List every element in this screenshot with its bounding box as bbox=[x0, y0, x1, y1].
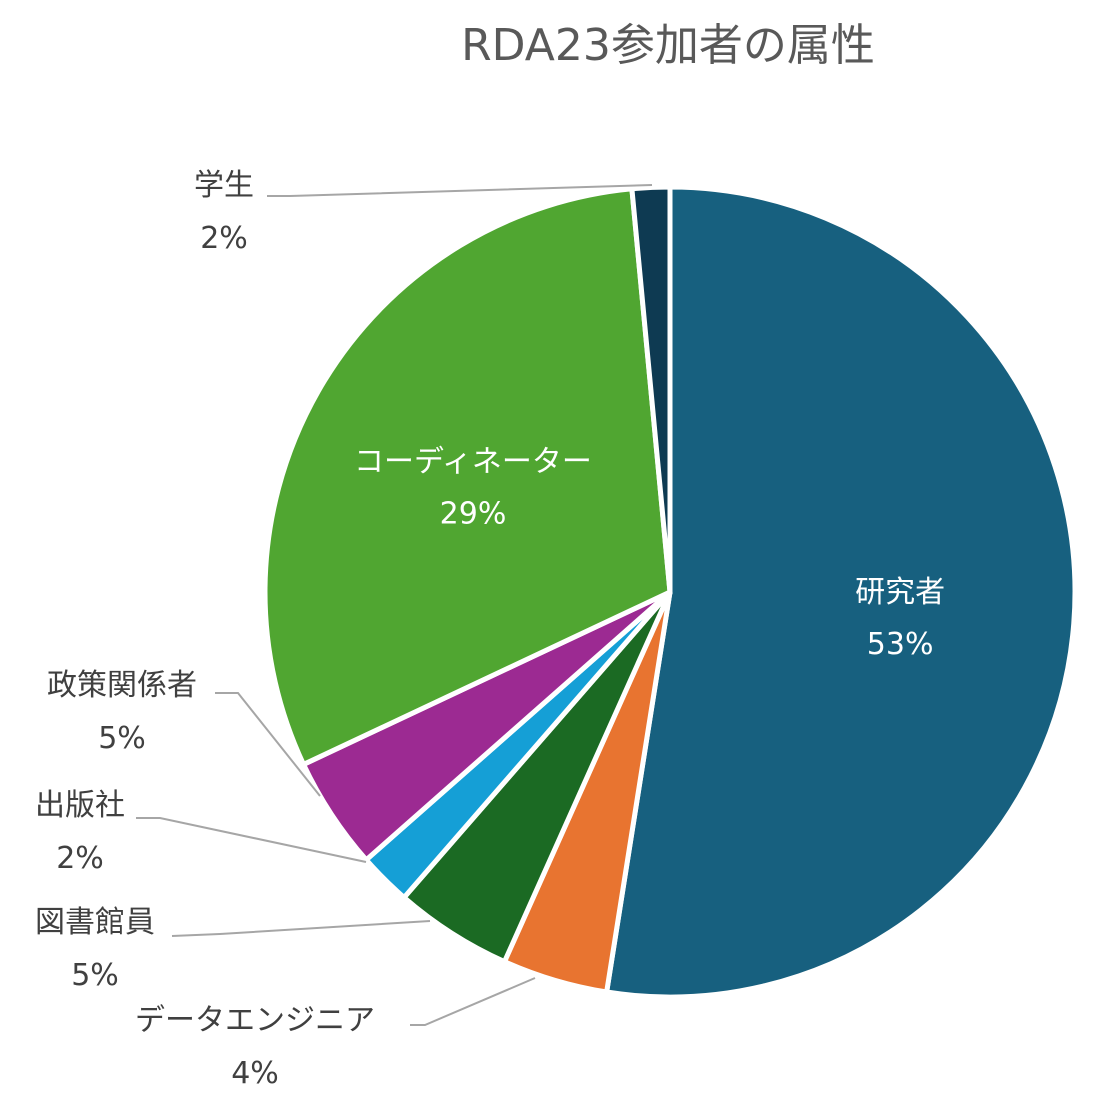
pie-slices bbox=[262, 184, 1078, 1000]
slice-label-librarian: 図書館員 bbox=[35, 905, 155, 940]
slice-percent-researcher: 53% bbox=[867, 627, 934, 662]
slice-labels: 研究者 53% データエンジニア 4% 図書館員 5% 出版社 2% 政策関係者 5% コーディネー… bbox=[35, 168, 945, 1091]
slice-percent-student: 2% bbox=[200, 221, 248, 256]
slice-label-policy: 政策関係者 bbox=[47, 668, 197, 703]
slice-label-coordinator: コーディネーター bbox=[354, 445, 592, 480]
leader-line-librarian bbox=[171, 920, 431, 937]
pie-slice-researcher bbox=[603, 184, 1078, 1000]
slice-percent-librarian: 5% bbox=[71, 958, 119, 993]
slice-percent-publisher: 2% bbox=[56, 841, 104, 876]
slice-percent-policy: 5% bbox=[98, 721, 146, 756]
pie-slice-coordinator bbox=[262, 186, 673, 768]
slice-percent-data-engineer: 4% bbox=[231, 1056, 279, 1091]
slice-label-student: 学生 bbox=[194, 168, 254, 203]
leader-line-student bbox=[267, 184, 653, 197]
leader-line-policy bbox=[215, 692, 321, 797]
leader-lines bbox=[136, 184, 653, 1026]
slice-label-data-engineer: データエンジニア bbox=[135, 1003, 375, 1038]
leader-line-data-engineer bbox=[410, 977, 536, 1026]
slice-label-researcher: 研究者 bbox=[855, 575, 945, 610]
slice-label-publisher: 出版社 bbox=[35, 788, 125, 823]
slice-percent-coordinator: 29% bbox=[440, 497, 507, 532]
pie-slice-student bbox=[629, 184, 673, 593]
chart-title: RDA23参加者の属性 bbox=[461, 20, 875, 71]
leader-line-publisher bbox=[136, 817, 367, 863]
